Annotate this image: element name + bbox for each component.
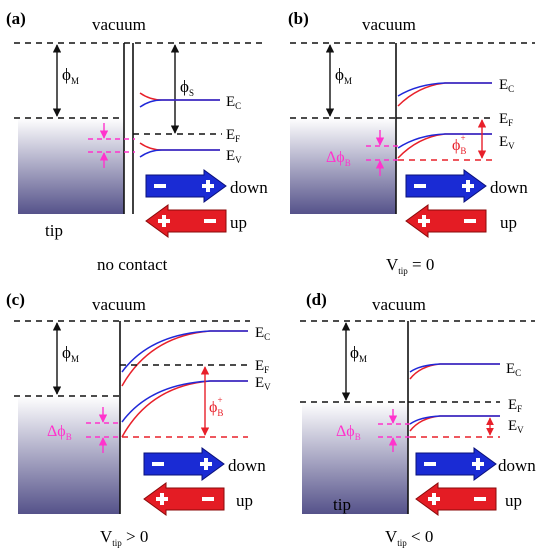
phi-b-plus-label: ϕB+ xyxy=(452,133,466,156)
ev-label: EV xyxy=(508,418,524,435)
tip-metal-block xyxy=(18,396,120,514)
ev-label: EV xyxy=(255,375,271,392)
ef-label: EF xyxy=(226,127,240,144)
panel-d: (d) vacuum ϕM EC EF EV ΔϕB down xyxy=(300,290,536,548)
conduction-band-red xyxy=(121,330,248,387)
up-red-arrow xyxy=(415,482,497,516)
ef-label: EF xyxy=(255,358,269,375)
vacuum-label: vacuum xyxy=(372,295,426,314)
valence-band-red xyxy=(139,142,220,151)
panel-label: (a) xyxy=(6,9,26,28)
panel-label: (d) xyxy=(306,290,327,309)
ev-label: EV xyxy=(226,148,242,165)
panel-label: (b) xyxy=(288,9,309,28)
valence-band-blue xyxy=(121,380,248,423)
caption: Vtip > 0 xyxy=(100,527,148,548)
ec-label: EC xyxy=(499,77,514,94)
delta-phi-b-label: ΔϕB xyxy=(326,149,351,168)
down-label: down xyxy=(228,456,266,475)
up-red-arrow xyxy=(145,204,227,238)
up-label: up xyxy=(505,491,522,510)
down-blue-arrow xyxy=(405,169,487,203)
vacuum-label: vacuum xyxy=(362,15,416,34)
conduction-band-blue xyxy=(139,99,220,108)
panel-a: (a) vacuum ϕM ϕS EC EF EV tip no contact… xyxy=(6,9,268,274)
phi-b-plus-label: ϕB+ xyxy=(209,395,223,418)
delta-phi-b-label: ΔϕB xyxy=(47,423,72,442)
down-blue-arrow xyxy=(143,447,225,481)
up-red-arrow xyxy=(405,204,487,238)
conduction-band-red xyxy=(397,82,492,107)
up-label: up xyxy=(500,213,517,232)
phi-m-label: ϕM xyxy=(62,65,79,86)
ec-label: EC xyxy=(255,325,270,342)
vacuum-label: vacuum xyxy=(92,15,146,34)
caption: Vtip < 0 xyxy=(385,527,433,548)
phi-m-label: ϕM xyxy=(350,343,367,364)
caption: Vtip = 0 xyxy=(386,255,434,276)
conduction-band-blue xyxy=(397,82,492,97)
valence-band-blue xyxy=(409,415,500,425)
caption: no contact xyxy=(97,255,168,274)
phi-s-label: ϕS xyxy=(180,77,194,98)
down-blue-arrow xyxy=(145,169,227,203)
tip-metal-block xyxy=(18,118,124,214)
ev-label: EV xyxy=(499,134,515,151)
tip-metal-block xyxy=(302,402,408,514)
conduction-band-blue xyxy=(409,363,500,373)
down-blue-arrow xyxy=(415,447,497,481)
valence-band-blue xyxy=(397,133,492,149)
panel-c: (c) vacuum ϕM EC EF EV ΔϕB ϕB+ down xyxy=(6,290,271,548)
up-red-arrow xyxy=(143,482,225,516)
down-label: down xyxy=(230,178,268,197)
ef-label: EF xyxy=(508,397,522,414)
tip-label: tip xyxy=(333,495,351,514)
ef-label: EF xyxy=(499,111,513,128)
down-label: down xyxy=(490,178,528,197)
ec-label: EC xyxy=(226,94,241,111)
down-label: down xyxy=(498,456,536,475)
phi-m-label: ϕM xyxy=(335,65,352,86)
ec-label: EC xyxy=(506,361,521,378)
phi-m-label: ϕM xyxy=(62,343,79,364)
up-label: up xyxy=(230,213,247,232)
tip-label: tip xyxy=(45,221,63,240)
valence-band-red xyxy=(397,133,492,159)
panel-b: (b) vacuum ϕM EC EF EV ΔϕB ϕB+ down xyxy=(288,9,535,276)
delta-phi-b-label: ΔϕB xyxy=(336,423,361,442)
panel-label: (c) xyxy=(6,290,25,309)
up-label: up xyxy=(236,491,253,510)
valence-band-red xyxy=(121,380,248,438)
conduction-band-blue xyxy=(121,330,248,373)
valence-band-blue xyxy=(139,149,220,158)
vacuum-label: vacuum xyxy=(92,295,146,314)
